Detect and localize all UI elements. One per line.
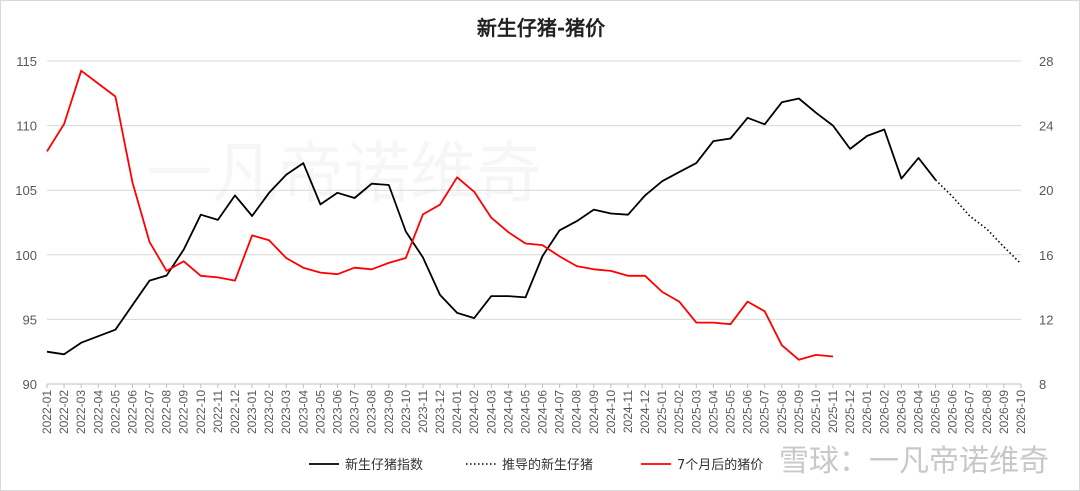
x-tick-label: 2023-11 (416, 390, 430, 433)
x-tick-label: 2025-09 (792, 390, 806, 434)
x-tick-label: 2026-01 (860, 390, 874, 434)
x-tick-label: 2022-09 (177, 390, 191, 434)
x-tick-label: 2024-02 (467, 390, 481, 434)
x-tick-label: 2026-04 (911, 390, 925, 434)
y-left-tick-label: 100 (15, 248, 37, 263)
x-tick-label: 2022-07 (143, 390, 157, 434)
x-tick-label: 2023-05 (313, 390, 327, 434)
watermark-corner: 雪球：一凡帝诺维奇 (779, 444, 1049, 479)
x-tick-label: 2025-04 (706, 390, 720, 434)
y-left-tick-label: 90 (23, 377, 37, 392)
y-right-tick-label: 8 (1039, 377, 1046, 392)
x-tick-label: 2022-08 (160, 390, 174, 434)
x-tick-label: 2024-06 (536, 390, 550, 434)
x-tick-label: 2025-11 (826, 390, 840, 433)
x-axis: 2022-01 2022-02 2022-03 2022-04 2022-05 2022-… (40, 383, 1028, 434)
y-right-tick-label: 20 (1039, 183, 1053, 198)
x-tick-label: 2022-02 (57, 390, 71, 434)
x-tick-label: 2023-09 (382, 390, 396, 434)
y-right-tick-label: 28 (1039, 54, 1053, 69)
y-right-tick-label: 12 (1039, 312, 1053, 327)
x-tick-label: 2023-12 (433, 390, 447, 434)
x-tick-label: 2022-06 (125, 390, 139, 434)
legend: 新生仔猪指数 推导的新生仔猪 7个月后的猪价 (309, 457, 763, 473)
x-tick-label: 2026-09 (997, 390, 1011, 434)
x-tick-label: 2023-08 (365, 390, 379, 434)
x-tick-label: 2025-02 (672, 390, 686, 434)
series-lines (46, 69, 1022, 361)
x-tick-label: 2024-05 (518, 390, 532, 434)
y-right-tick-label: 24 (1039, 119, 1053, 134)
y-left-tick-label: 105 (15, 183, 37, 198)
x-tick-label: 2024-01 (450, 390, 464, 434)
x-tick-label: 2025-05 (724, 390, 738, 434)
x-tick-label: 2025-08 (775, 390, 789, 434)
x-tick-label: 2022-12 (228, 390, 242, 434)
series-line (935, 179, 1022, 265)
grid-lines (47, 60, 1021, 320)
y-axis-left: 90 95 100 105 110 115 (15, 54, 37, 392)
x-tick-label: 2026-07 (963, 390, 977, 434)
x-tick-label: 2025-07 (758, 390, 772, 434)
x-tick-label: 2022-01 (40, 390, 54, 434)
legend-label: 7个月后的猪价 (677, 457, 763, 473)
y-left-tick-label: 95 (23, 312, 37, 327)
x-tick-label: 2025-03 (689, 390, 703, 434)
watermark-center: 一凡帝诺维奇 (146, 135, 542, 212)
x-tick-label: 2024-11 (621, 390, 635, 433)
x-tick-label: 2022-04 (91, 390, 105, 434)
x-tick-label: 2023-03 (279, 390, 293, 434)
x-tick-label: 2024-07 (553, 390, 567, 434)
x-tick-label: 2022-11 (211, 390, 225, 433)
x-tick-label: 2024-10 (604, 390, 618, 434)
x-tick-label: 2026-06 (946, 390, 960, 434)
x-tick-label: 2025-12 (843, 390, 857, 434)
x-tick-label: 2023-07 (348, 390, 362, 434)
x-tick-label: 2023-04 (296, 390, 310, 434)
x-tick-label: 2026-03 (894, 390, 908, 434)
x-tick-label: 2023-01 (245, 390, 259, 434)
x-tick-label: 2024-12 (638, 390, 652, 434)
y-right-tick-label: 16 (1039, 248, 1053, 263)
x-tick-label: 2026-10 (1014, 390, 1028, 434)
x-tick-label: 2023-06 (330, 390, 344, 434)
x-tick-label: 2025-10 (809, 390, 823, 434)
legend-label: 推导的新生仔猪 (502, 457, 593, 473)
x-tick-label: 2023-10 (399, 390, 413, 434)
x-tick-label: 2024-08 (570, 390, 584, 434)
x-tick-label: 2022-10 (194, 390, 208, 434)
y-left-tick-label: 110 (16, 119, 37, 134)
x-tick-label: 2024-03 (484, 390, 498, 434)
x-tick-label: 2026-02 (877, 390, 891, 434)
series-line (46, 97, 937, 356)
series-line (46, 69, 834, 361)
legend-label: 新生仔猪指数 (345, 457, 423, 473)
x-tick-label: 2024-09 (587, 390, 601, 434)
x-tick-label: 2022-05 (108, 390, 122, 434)
y-axis-right: 8 12 16 20 24 28 (1039, 54, 1053, 392)
x-tick-label: 2025-06 (741, 390, 755, 434)
x-tick-label: 2023-02 (262, 390, 276, 434)
x-tick-label: 2022-03 (74, 390, 88, 434)
x-tick-label: 2024-04 (501, 390, 515, 434)
y-left-tick-label: 115 (16, 54, 37, 69)
x-tick-label: 2025-01 (655, 390, 669, 434)
chart-title: 新生仔猪-猪价 (477, 16, 606, 40)
x-tick-label: 2026-08 (980, 390, 994, 434)
x-tick-label: 2026-05 (929, 390, 943, 434)
